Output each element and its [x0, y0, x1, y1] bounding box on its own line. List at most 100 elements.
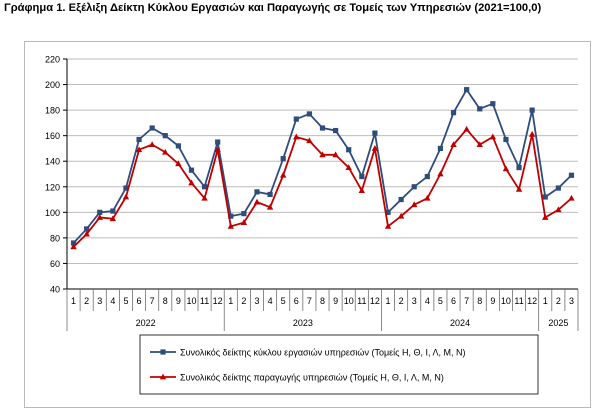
x-tick-label: 7 — [307, 296, 312, 306]
data-point — [279, 171, 287, 178]
data-point — [437, 145, 444, 152]
x-tick-label: 12 — [213, 296, 223, 306]
legend-label: Συνολικός δείκτης κύκλου εργασιών υπηρεσ… — [180, 348, 466, 358]
data-point — [241, 211, 247, 217]
x-tick-label: 1 — [228, 296, 233, 306]
data-point — [188, 179, 195, 186]
data-point — [280, 156, 286, 162]
data-point — [162, 148, 169, 155]
x-tick-label: 10 — [186, 296, 196, 306]
data-point — [253, 198, 261, 205]
data-point — [110, 208, 116, 214]
data-point — [503, 136, 509, 143]
data-point — [477, 106, 483, 112]
data-point — [84, 226, 90, 232]
x-tick-label: 3 — [254, 296, 259, 306]
x-tick-label: 3 — [412, 296, 417, 306]
data-point — [398, 196, 404, 203]
data-point — [333, 127, 339, 134]
data-point — [188, 167, 195, 173]
production-series — [70, 125, 575, 250]
x-tick-label: 1 — [386, 296, 391, 306]
y-tick-label: 100 — [45, 208, 60, 218]
chart-title: Γράφημα 1. Εξέλιξη Δείκτη Κύκλου Εργασιώ… — [4, 2, 542, 14]
year-label: 2025 — [548, 318, 568, 328]
data-point — [555, 206, 562, 213]
x-tick-label: 8 — [477, 296, 482, 306]
data-point — [529, 107, 535, 113]
year-label: 2023 — [293, 318, 313, 328]
y-tick-label: 40 — [50, 285, 60, 295]
x-tick-label: 7 — [150, 296, 155, 306]
data-point — [384, 222, 392, 229]
chart-frame — [24, 41, 591, 408]
legend-item-production: Συνολικός δείκτης παραγωγής υπηρεσιών (Τ… — [150, 373, 444, 383]
x-tick-label: 4 — [110, 296, 115, 306]
data-point — [109, 215, 117, 222]
data-point — [542, 214, 549, 220]
x-tick-label: 6 — [137, 296, 142, 306]
data-point — [411, 184, 417, 190]
series-line — [72, 88, 573, 244]
x-tick-label: 3 — [569, 296, 574, 306]
data-point — [359, 173, 365, 180]
data-point — [555, 185, 561, 191]
gridlines — [67, 58, 578, 290]
legend-label: Συνολικός δείκτης παραγωγής υπηρεσιών (Τ… — [180, 373, 444, 383]
x-tick-label: 5 — [123, 296, 128, 306]
data-point — [476, 141, 483, 148]
data-point — [70, 243, 77, 250]
x-tick-label: 9 — [176, 296, 181, 306]
x-tick-label: 2 — [556, 296, 561, 306]
data-point — [489, 133, 497, 140]
x-tick-label: 9 — [333, 296, 338, 306]
y-tick-label: 140 — [45, 157, 60, 167]
data-point — [528, 130, 536, 137]
x-tick-label: 5 — [281, 296, 286, 306]
data-point — [463, 125, 470, 132]
x-tick-label: 9 — [490, 296, 495, 306]
data-point — [254, 189, 260, 195]
data-point — [502, 165, 510, 172]
y-tick-label: 220 — [45, 55, 60, 65]
data-point — [122, 193, 130, 200]
data-point — [568, 172, 575, 178]
data-point — [516, 165, 522, 171]
data-point — [464, 87, 470, 93]
data-point — [450, 110, 457, 116]
x-tick-label: 7 — [464, 296, 469, 306]
data-point — [411, 201, 418, 208]
data-point — [450, 141, 457, 148]
x-tick-label: 4 — [268, 296, 273, 306]
data-point — [568, 194, 575, 201]
data-point — [267, 191, 273, 198]
data-point — [385, 209, 391, 215]
data-point — [424, 173, 430, 180]
y-tick-label: 60 — [50, 259, 60, 269]
data-point — [424, 194, 431, 201]
x-tick-label: 1 — [543, 296, 548, 306]
legend-marker — [159, 373, 167, 380]
x-tick-label: 3 — [97, 296, 102, 306]
y-tick-label: 200 — [45, 80, 60, 90]
x-tick-label: 5 — [438, 296, 443, 306]
data-point — [162, 133, 168, 139]
data-point — [97, 209, 103, 215]
x-tick-label: 6 — [451, 296, 456, 306]
y-tick-label: 120 — [45, 182, 60, 192]
x-tick-label: 11 — [200, 296, 209, 306]
y-tick-label: 180 — [45, 106, 60, 116]
data-point — [175, 160, 182, 167]
x-tick-label: 2 — [241, 296, 246, 306]
series — [70, 87, 575, 250]
x-tick-label: 8 — [320, 296, 325, 306]
x-tick-label: 10 — [501, 296, 511, 306]
y-tick-label: 160 — [45, 131, 60, 141]
legend-item-turnover: Συνολικός δείκτης κύκλου εργασιών υπηρεσ… — [150, 348, 466, 358]
data-point — [201, 194, 208, 201]
x-tick-label: 12 — [527, 296, 537, 306]
data-point — [346, 147, 352, 153]
data-point — [293, 116, 299, 122]
series-line — [72, 128, 573, 248]
